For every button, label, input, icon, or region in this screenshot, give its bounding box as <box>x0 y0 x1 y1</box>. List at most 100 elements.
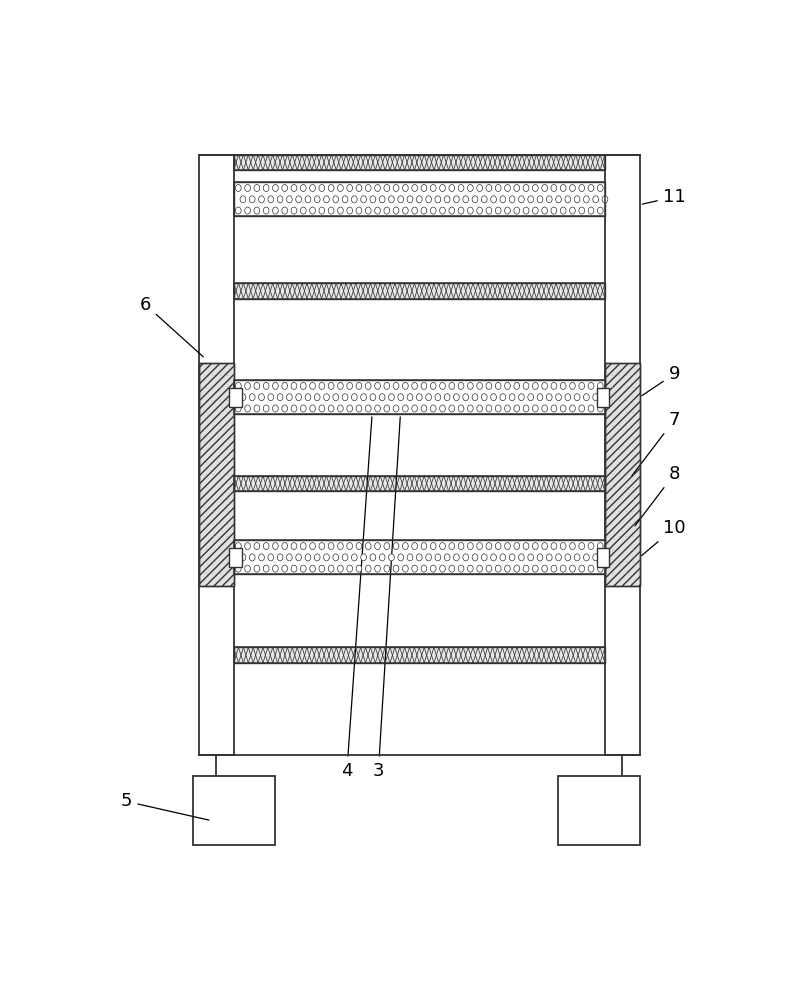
Ellipse shape <box>393 405 398 412</box>
Ellipse shape <box>457 543 463 550</box>
Ellipse shape <box>291 565 297 572</box>
Ellipse shape <box>457 565 463 572</box>
Ellipse shape <box>240 196 246 203</box>
Ellipse shape <box>578 207 584 214</box>
Bar <box>604 363 639 586</box>
Ellipse shape <box>453 554 459 561</box>
Ellipse shape <box>448 207 454 214</box>
Ellipse shape <box>259 196 264 203</box>
Ellipse shape <box>500 196 505 203</box>
Ellipse shape <box>402 185 408 192</box>
Ellipse shape <box>384 543 389 550</box>
Ellipse shape <box>583 394 589 401</box>
Ellipse shape <box>254 565 260 572</box>
Ellipse shape <box>416 196 422 203</box>
Ellipse shape <box>495 382 500 389</box>
Ellipse shape <box>328 543 333 550</box>
Ellipse shape <box>374 207 380 214</box>
Ellipse shape <box>365 185 371 192</box>
Ellipse shape <box>471 394 478 401</box>
Ellipse shape <box>291 382 297 389</box>
Ellipse shape <box>578 185 584 192</box>
Ellipse shape <box>286 394 292 401</box>
Ellipse shape <box>597 382 603 389</box>
Ellipse shape <box>597 565 603 572</box>
Ellipse shape <box>235 543 241 550</box>
Ellipse shape <box>281 565 287 572</box>
Ellipse shape <box>467 207 473 214</box>
Ellipse shape <box>374 543 380 550</box>
Ellipse shape <box>569 565 575 572</box>
Ellipse shape <box>365 207 371 214</box>
Ellipse shape <box>592 196 598 203</box>
Ellipse shape <box>425 394 431 401</box>
Ellipse shape <box>314 394 320 401</box>
Bar <box>234 540 604 574</box>
Ellipse shape <box>486 565 491 572</box>
Ellipse shape <box>457 185 463 192</box>
Ellipse shape <box>300 382 306 389</box>
Ellipse shape <box>263 565 268 572</box>
Ellipse shape <box>254 543 260 550</box>
Ellipse shape <box>341 554 347 561</box>
Ellipse shape <box>309 565 315 572</box>
Ellipse shape <box>439 207 444 214</box>
Ellipse shape <box>587 405 593 412</box>
Ellipse shape <box>406 196 412 203</box>
Ellipse shape <box>587 543 593 550</box>
Ellipse shape <box>597 185 603 192</box>
Ellipse shape <box>388 196 394 203</box>
Ellipse shape <box>536 394 543 401</box>
Ellipse shape <box>324 394 329 401</box>
Ellipse shape <box>578 565 584 572</box>
Ellipse shape <box>495 565 500 572</box>
Ellipse shape <box>365 382 371 389</box>
Ellipse shape <box>397 554 403 561</box>
Ellipse shape <box>504 185 510 192</box>
Ellipse shape <box>476 207 482 214</box>
Text: 5: 5 <box>121 792 208 820</box>
Text: 8: 8 <box>634 465 679 526</box>
Ellipse shape <box>490 394 496 401</box>
Ellipse shape <box>513 185 519 192</box>
Ellipse shape <box>583 196 589 203</box>
Ellipse shape <box>555 394 560 401</box>
Ellipse shape <box>281 382 287 389</box>
Ellipse shape <box>546 394 551 401</box>
Ellipse shape <box>430 382 436 389</box>
Ellipse shape <box>513 405 519 412</box>
Ellipse shape <box>402 565 408 572</box>
Ellipse shape <box>587 185 593 192</box>
Ellipse shape <box>272 382 278 389</box>
Ellipse shape <box>504 543 510 550</box>
Ellipse shape <box>374 405 380 412</box>
Ellipse shape <box>244 543 250 550</box>
Ellipse shape <box>495 185 500 192</box>
Ellipse shape <box>295 196 301 203</box>
Bar <box>234 155 604 170</box>
Ellipse shape <box>551 185 556 192</box>
Ellipse shape <box>346 207 352 214</box>
Ellipse shape <box>319 565 324 572</box>
Ellipse shape <box>536 554 543 561</box>
Ellipse shape <box>490 554 496 561</box>
Bar <box>604 155 639 755</box>
Ellipse shape <box>551 382 556 389</box>
Ellipse shape <box>532 565 538 572</box>
Ellipse shape <box>486 207 491 214</box>
Ellipse shape <box>300 405 306 412</box>
Ellipse shape <box>295 394 301 401</box>
Bar <box>199 155 234 755</box>
Ellipse shape <box>416 394 422 401</box>
Ellipse shape <box>583 554 589 561</box>
Ellipse shape <box>281 543 287 550</box>
Bar <box>229 388 242 407</box>
Ellipse shape <box>328 207 333 214</box>
Ellipse shape <box>341 196 347 203</box>
Ellipse shape <box>476 382 482 389</box>
Ellipse shape <box>439 405 444 412</box>
Ellipse shape <box>300 207 306 214</box>
Ellipse shape <box>397 196 403 203</box>
Ellipse shape <box>522 405 528 412</box>
Ellipse shape <box>235 185 241 192</box>
